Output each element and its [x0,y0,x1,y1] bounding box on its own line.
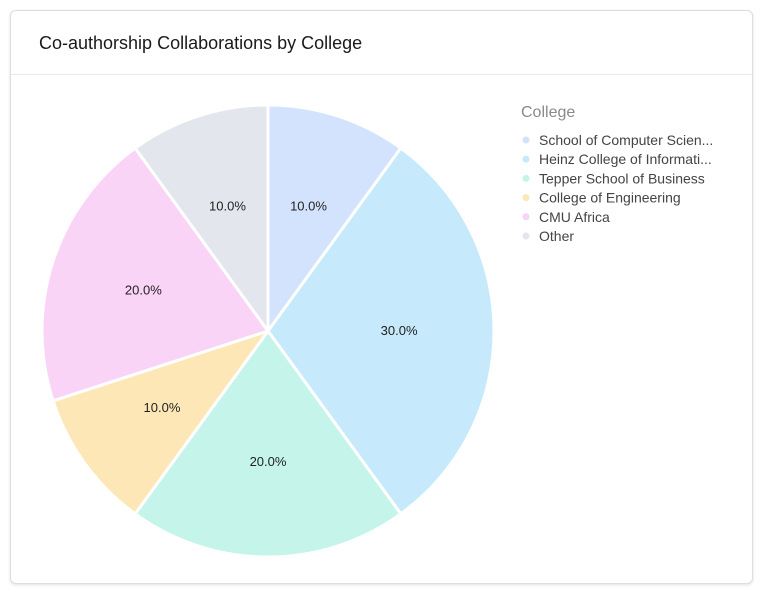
chart-card: Co-authorship Collaborations by College … [10,10,753,584]
legend-label: Other [539,228,574,244]
legend-item[interactable]: Heinz College of Informati... [522,151,712,167]
pie-slice[interactable] [133,103,270,333]
legend-label: Heinz College of Informati... [539,151,712,167]
legend-swatch [522,194,530,202]
legend-label: School of Computer Scien... [539,132,713,148]
pie-slice[interactable] [266,103,403,333]
legend-swatch [522,155,530,163]
legend-swatch [522,174,530,182]
pie-slice[interactable] [266,146,496,516]
legend-title: College [521,104,575,121]
slice-data-label: 10.0% [290,198,327,213]
pie-slice[interactable] [51,329,270,516]
legend-item[interactable]: College of Engineering [522,190,681,206]
slice-data-label: 20.0% [250,454,287,469]
pie-slices [40,103,496,559]
legend-label: CMU Africa [539,209,610,225]
legend-item[interactable]: Tepper School of Business [522,170,705,186]
pie-slice[interactable] [133,329,403,559]
legend: College School of Computer Scien... Heinz … [521,104,713,244]
slice-data-label: 30.0% [381,323,418,338]
legend-label: College of Engineering [539,190,681,206]
legend-swatch [522,136,530,144]
legend-item[interactable]: CMU Africa [522,209,611,225]
pie-slice[interactable] [40,146,270,403]
chart-title: Co-authorship Collaborations by College [39,33,363,53]
slice-data-label: 20.0% [125,282,162,297]
card-header: Co-authorship Collaborations by College [11,11,752,75]
legend-item[interactable]: Other [522,228,575,244]
legend-swatch [522,213,530,221]
pie-data-labels: 10.0% 30.0% 20.0% 10.0% 20.0% 10.0% [125,198,418,469]
pie-chart: 10.0% 30.0% 20.0% 10.0% 20.0% 10.0% College Sch… [40,103,713,559]
slice-data-label: 10.0% [144,400,181,415]
legend-swatch [522,232,530,240]
slice-data-label: 10.0% [209,198,246,213]
legend-label: Tepper School of Business [539,170,705,186]
legend-item[interactable]: School of Computer Scien... [522,132,714,148]
